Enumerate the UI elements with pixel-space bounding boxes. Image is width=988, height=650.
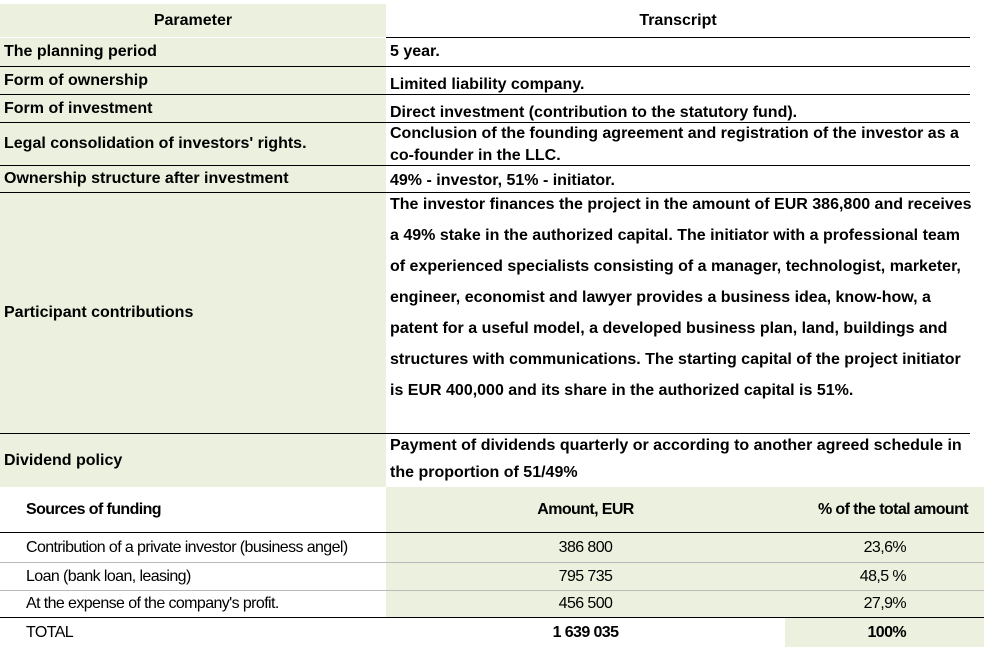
total-amount: 1 639 035 — [552, 623, 619, 641]
amount-cell: 795 735 — [386, 563, 785, 590]
source-cell: At the expense of the company's profit. — [26, 595, 279, 613]
header-percent: % of the total amount — [785, 487, 984, 532]
param-cell: Dividend policy — [0, 434, 386, 487]
transcript-cell: 5 year. — [390, 43, 440, 61]
param-cell: Legal consolidation of investors' rights… — [0, 123, 386, 165]
transcript-cell: Direct investment (contribution to the s… — [390, 103, 798, 121]
transcript-cell: Conclusion of the founding agreement and… — [390, 125, 959, 164]
header-source: Sources of funding — [26, 500, 162, 518]
percent-cell: 23,6% — [785, 533, 984, 562]
header-parameter: Parameter — [0, 4, 386, 37]
transcript-cell: Limited liability company. — [390, 75, 585, 93]
param-cell: Form of investment — [0, 95, 386, 122]
transcript-cell: Payment of dividends quarterly or accord… — [390, 437, 962, 481]
percent-cell: 27,9% — [785, 591, 984, 617]
header-transcript: Transcript — [639, 11, 717, 29]
param-cell: Ownership structure after investment — [0, 166, 386, 192]
param-cell: The planning period — [0, 38, 386, 66]
amount-cell: 456 500 — [386, 591, 785, 617]
transcript-cell: 49% - investor, 51% - initiator. — [390, 172, 615, 190]
param-cell: Form of ownership — [0, 67, 386, 94]
source-cell: Contribution of a private investor (busi… — [26, 538, 348, 556]
total-percent: 100% — [785, 618, 984, 647]
total-label: TOTAL — [26, 623, 74, 641]
amount-cell: 386 800 — [386, 533, 785, 562]
percent-cell: 48,5 % — [785, 563, 984, 590]
param-cell: Participant contributions — [0, 193, 386, 433]
transcript-cell: The investor finances the project in the… — [390, 196, 972, 399]
source-cell: Loan (bank loan, leasing) — [26, 567, 191, 585]
header-amount: Amount, EUR — [386, 487, 785, 532]
